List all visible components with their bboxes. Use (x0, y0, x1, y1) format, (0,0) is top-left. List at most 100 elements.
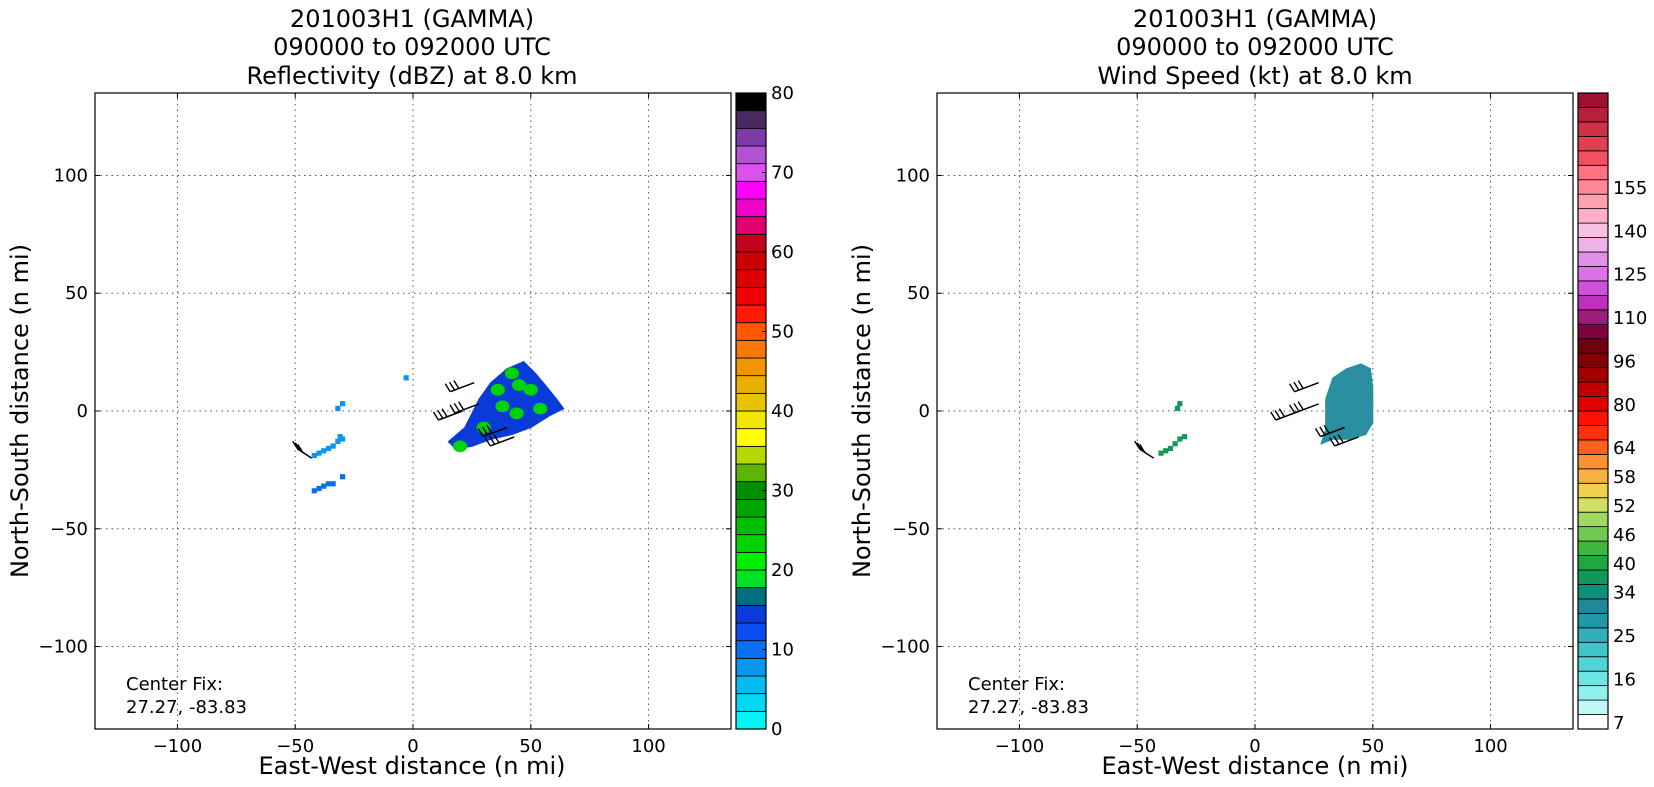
x-tick-label: −50 (1118, 736, 1156, 757)
data-cell (321, 483, 327, 489)
colorbar-segment (1577, 396, 1609, 412)
colorbar-segment (735, 322, 767, 341)
colorbar-tick-label: 7 (1613, 713, 1624, 734)
colorbar-segment (735, 675, 767, 695)
plot-frame (936, 92, 1574, 730)
feature-western-band (1158, 434, 1188, 456)
wind-barb (477, 424, 508, 438)
x-tick-label: 50 (519, 736, 542, 757)
y-tick-label: 0 (77, 401, 88, 422)
colorbar-tick-label: 0 (771, 719, 782, 740)
data-cell (1167, 445, 1174, 452)
colorbar-tick-label: 140 (1613, 221, 1647, 242)
data-cell (330, 443, 336, 449)
x-axis-label: East-West distance (n mi) (1101, 752, 1408, 780)
data-cell (325, 481, 332, 487)
colorbar-tick-label: 58 (1613, 467, 1636, 488)
center-fix-coords: 27.27, -83.83 (126, 697, 247, 718)
colorbar-segment (1577, 627, 1609, 643)
reflectivity-plot-area: −100 −50 0 50 100 −100 −50 0 50 100 (39, 92, 732, 757)
colorbar-segment (1577, 612, 1609, 629)
colorbar-segment (735, 428, 767, 447)
y-tick-label: 50 (907, 283, 930, 304)
colorbar-tick-label: 30 (771, 481, 794, 502)
reflectivity-panel: 201003H1 (GAMMA) 090000 to 092000 UTC Re… (6, 5, 794, 780)
colorbar-segment (1577, 266, 1609, 282)
colorbar-segment (735, 710, 767, 730)
data-cell (339, 401, 346, 407)
colorbar-tick-label: 50 (771, 322, 794, 343)
data-cell (1174, 405, 1181, 411)
y-axis-label: North-South distance (n mi) (6, 244, 34, 578)
colorbar-segment (1577, 338, 1609, 354)
wind-barbs (1134, 380, 1359, 459)
panel-title-line-2: 090000 to 092000 UTC (1116, 33, 1394, 61)
data-cell (321, 448, 327, 454)
colorbar-segment (1577, 222, 1609, 238)
colorbar-tick-label: 10 (771, 640, 794, 661)
colorbar-segment (735, 587, 767, 606)
y-axis-label: North-South distance (n mi) (848, 244, 876, 578)
colorbar-segment (735, 375, 767, 394)
colorbar-tick-label: 25 (1613, 626, 1636, 647)
tick-labels: −100 −50 0 50 100 −100 −50 0 50 100 (881, 93, 1573, 757)
colorbar-segment (735, 304, 767, 324)
colorbar-segment (1577, 584, 1609, 600)
y-tick-label: −50 (50, 519, 88, 540)
colorbar-segment (1577, 107, 1609, 123)
center-fix-label: Center Fix: (968, 674, 1065, 695)
x-tick-label: 100 (1473, 736, 1507, 757)
colorbar-segment (735, 357, 767, 377)
colorbar-segment (1577, 381, 1609, 397)
x-tick-label: −50 (276, 736, 314, 757)
data-layer (311, 360, 565, 494)
colorbar-segment (1577, 121, 1609, 137)
colorbar-segment (1577, 641, 1609, 658)
x-tick-label: 100 (631, 736, 665, 757)
wind-barb (1314, 424, 1345, 438)
colorbar-segment (735, 198, 767, 218)
y-tick-label: −100 (881, 637, 930, 658)
colorbar-segment (1577, 670, 1609, 687)
colorbar-tick-label: 60 (771, 242, 794, 263)
y-tick-label: 100 (896, 165, 930, 186)
colorbar-segment (1577, 468, 1609, 484)
x-tick-label: 0 (407, 736, 418, 757)
colorbar-segment (1577, 685, 1609, 701)
colorbar-tick-label: 64 (1613, 438, 1636, 459)
colorbar-segment (735, 110, 767, 129)
feature-polygon (1320, 363, 1374, 445)
colorbar-segment (735, 622, 767, 642)
colorbar-segment (1577, 439, 1609, 455)
colorbar-tick-label: 46 (1613, 525, 1636, 546)
feature-isolated-cell (403, 375, 409, 381)
colorbar-segment (735, 640, 767, 659)
feature-southwest-band (311, 474, 346, 494)
colorbar-segment (735, 392, 767, 412)
colorbar-segment (735, 498, 767, 518)
data-cell (311, 488, 317, 494)
wind-speed-plot-area: −100 −50 0 50 100 −100 −50 0 50 100 (881, 92, 1574, 757)
data-patch (511, 379, 527, 391)
colorbar-segment (1577, 482, 1609, 499)
data-cell (339, 474, 346, 480)
data-cell (311, 452, 317, 459)
colorbar-segment (1577, 323, 1609, 340)
colorbar-segment (735, 216, 767, 235)
wind-barb (1329, 434, 1359, 447)
colorbar-segment (735, 339, 767, 359)
colorbar-segment (1577, 598, 1609, 614)
colorbar-segment (1577, 714, 1609, 730)
colorbar-segment (735, 463, 767, 483)
colorbar-frame (1577, 92, 1609, 730)
colorbar-tick-label: 80 (771, 83, 794, 104)
colorbar-segment (735, 92, 767, 112)
colorbar-segment (1577, 164, 1609, 181)
colorbar-segment (1577, 135, 1609, 152)
wind-barb (484, 434, 515, 447)
feature-western-spot (1174, 401, 1183, 411)
data-cell (1158, 450, 1164, 456)
colorbar-segment (1577, 555, 1609, 571)
wind-barb (1134, 440, 1155, 459)
colorbar-segment (1577, 656, 1609, 672)
